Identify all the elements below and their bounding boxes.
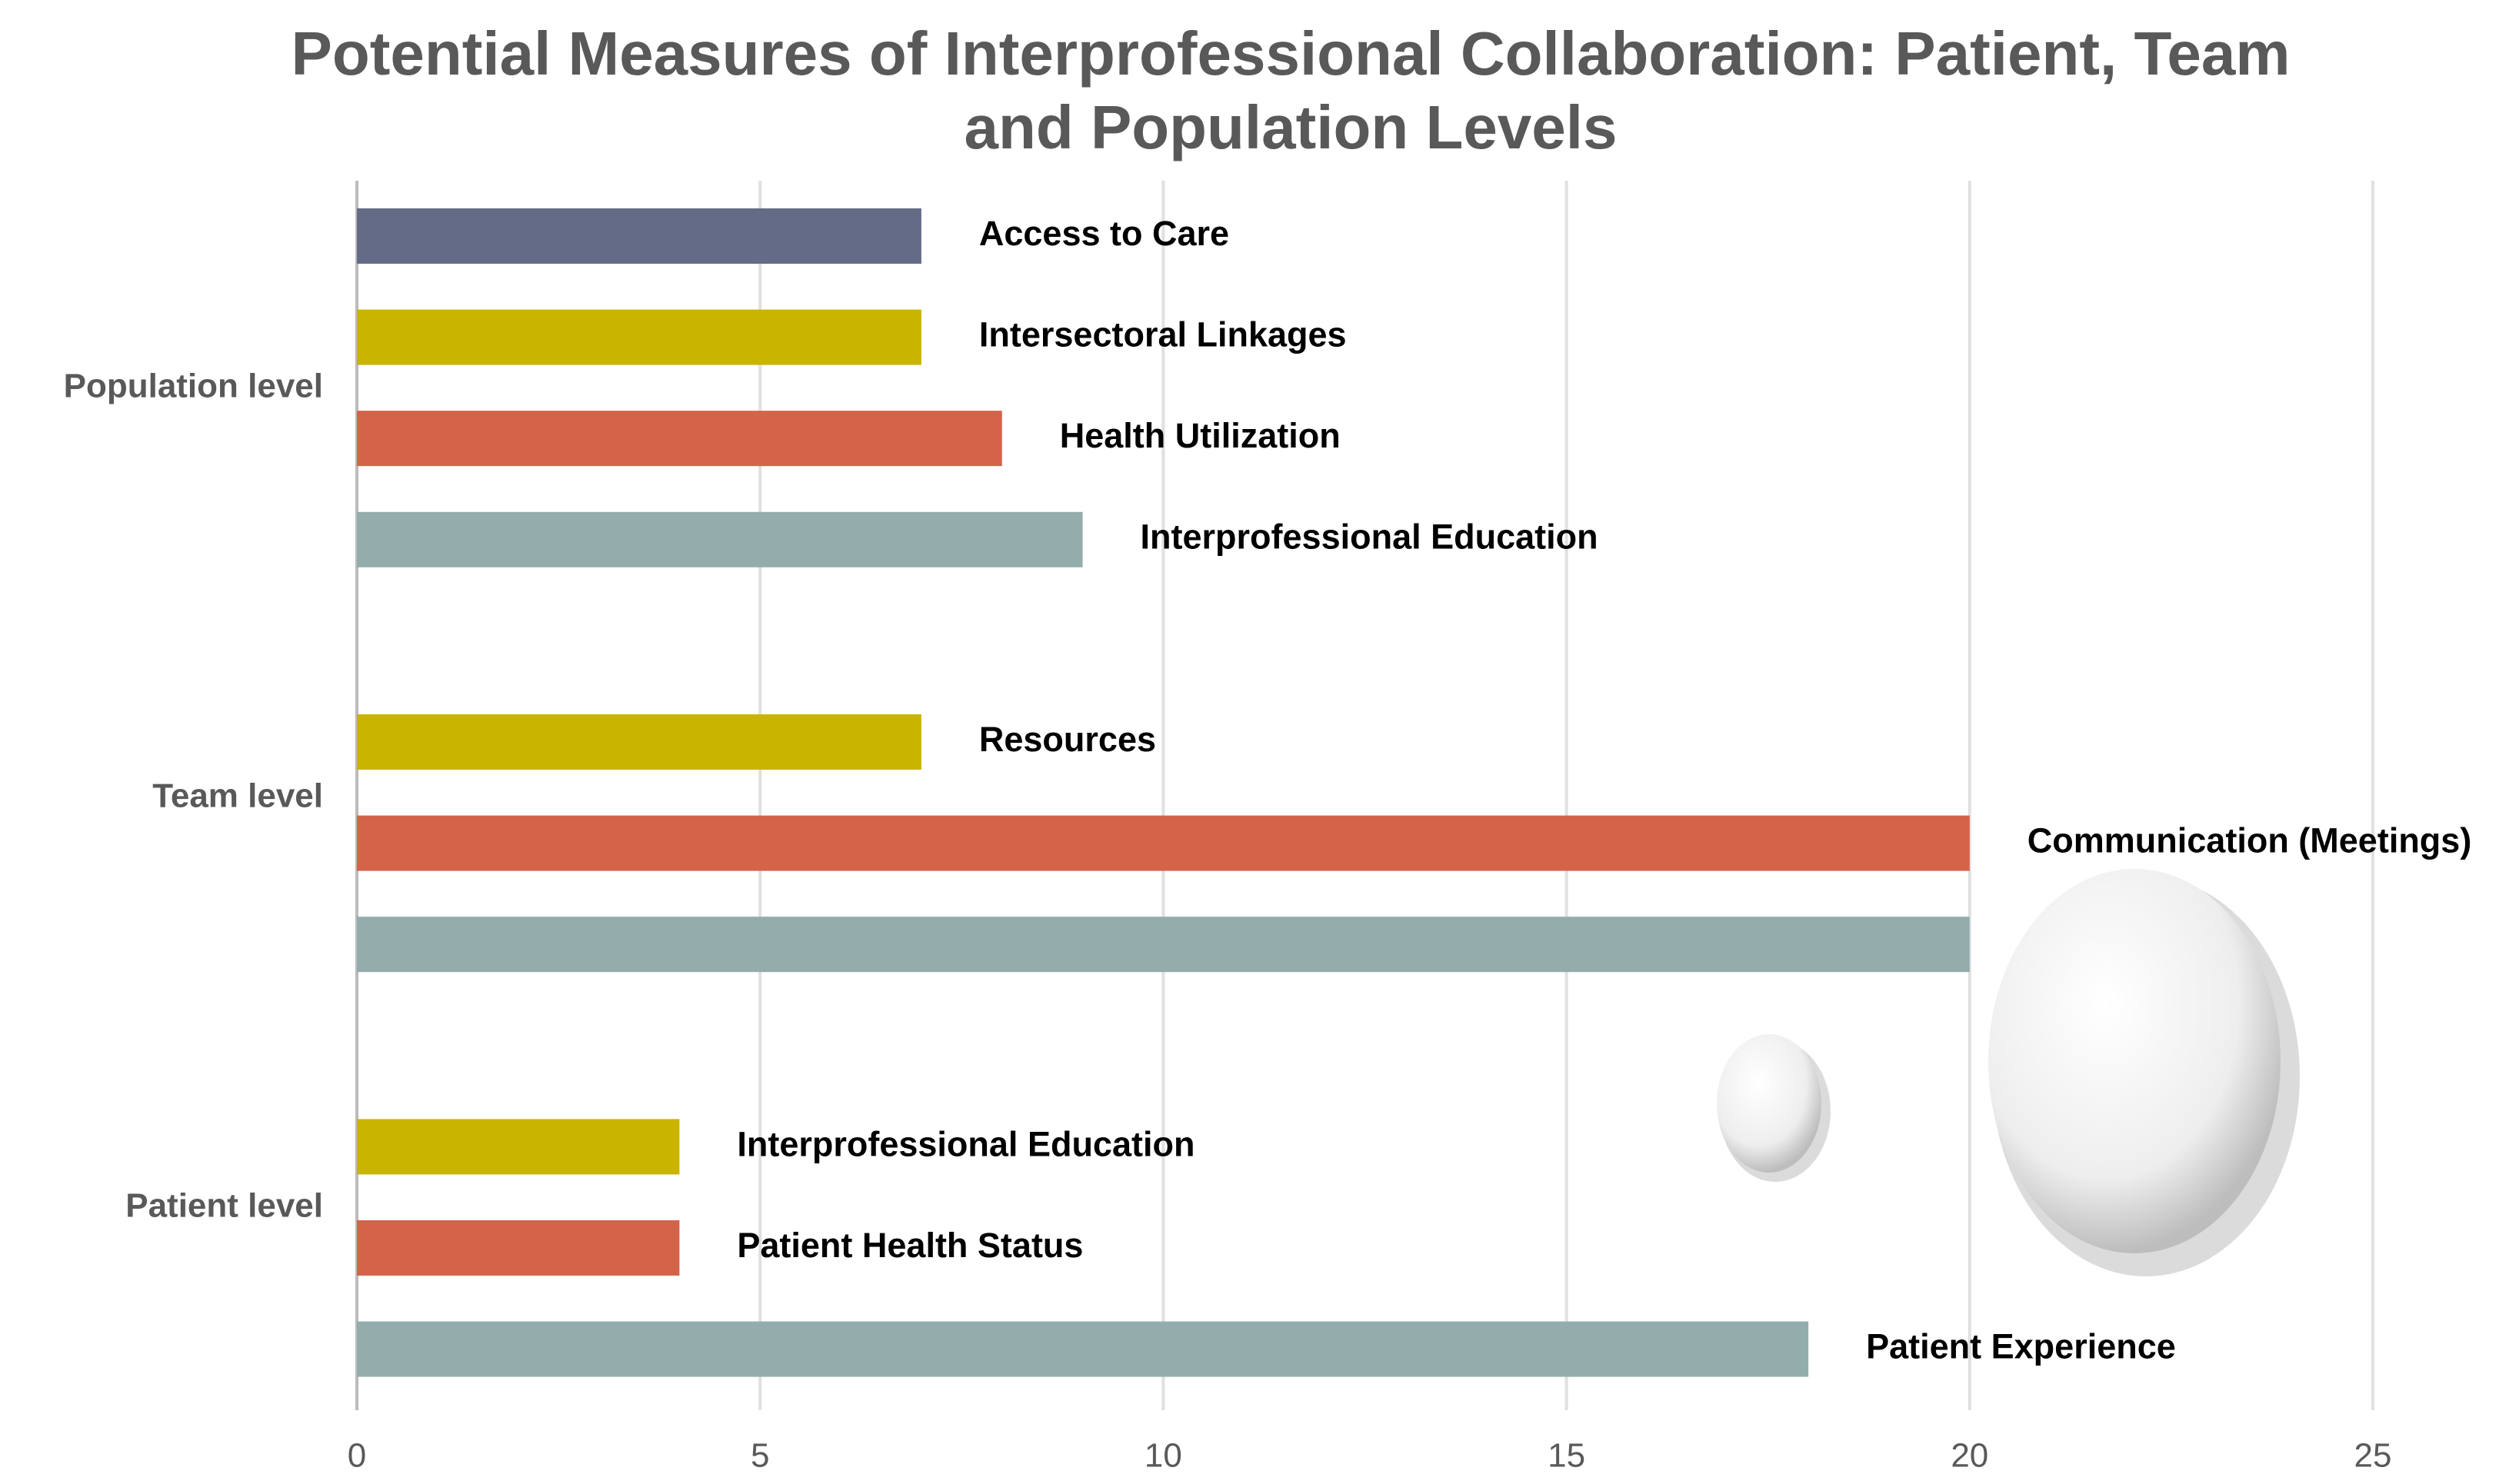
x-tick-label: 0 — [348, 1437, 366, 1475]
bar — [357, 512, 1083, 567]
x-tick-label: 15 — [1548, 1437, 1585, 1475]
chart: 0 5 10 15 20 25 Population level Access to Care… — [0, 0, 2499, 1484]
bar — [357, 1119, 679, 1174]
bar — [357, 714, 921, 770]
droplet — [1988, 869, 2281, 1253]
bar-label: Interprofessional Education — [1141, 517, 1598, 557]
x-tick-label: 10 — [1145, 1437, 1182, 1475]
page: Potential Measures of Interprofessional … — [0, 0, 2499, 1484]
bar — [357, 1322, 1808, 1377]
group-label: Team level — [152, 777, 323, 815]
x-tick-label: 5 — [751, 1437, 769, 1475]
bar — [357, 411, 1002, 466]
bar-label: Communication (Meetings) — [2028, 820, 2472, 860]
bar — [357, 1220, 679, 1276]
bar-label: Access to Care — [979, 214, 1229, 253]
bar-label: Resources — [979, 720, 1156, 759]
bar-label: Patient Experience — [1866, 1326, 2176, 1366]
bar — [357, 208, 921, 264]
group-label: Population level — [64, 368, 323, 405]
bar — [357, 816, 1970, 871]
bar-label: Health Utilization — [1060, 416, 1341, 455]
group-label: Patient level — [125, 1187, 323, 1225]
bar-label: Patient Health Status — [737, 1226, 1083, 1265]
bar — [357, 310, 921, 365]
x-tick-label: 25 — [2354, 1437, 2392, 1475]
x-tick-label: 20 — [1951, 1437, 1988, 1475]
bar-label: Interprofessional Education — [737, 1124, 1195, 1163]
bar — [357, 917, 1970, 972]
droplet — [1717, 1034, 1821, 1173]
bar-label: Intersectoral Linkages — [979, 314, 1347, 354]
